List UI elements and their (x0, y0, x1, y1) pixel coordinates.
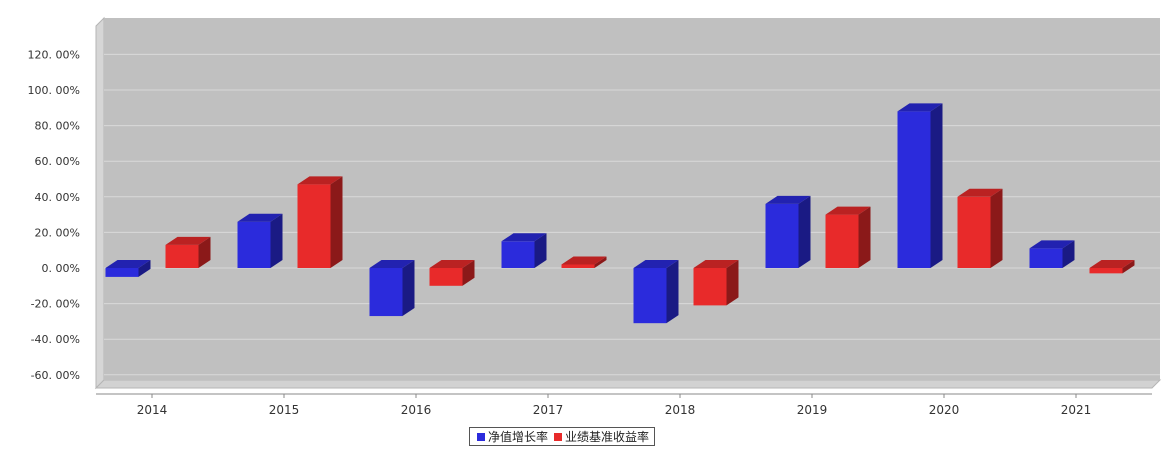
legend-swatch-1 (554, 432, 563, 441)
x-tick-label: 2016 (401, 403, 432, 417)
y-tick-label: 80. 00% (35, 120, 80, 133)
bar-净值增长率-2017 (501, 233, 547, 268)
legend: 净值增长率 业绩基准收益率 (469, 427, 656, 446)
bar-业绩基准收益率-2018 (693, 260, 739, 306)
y-tick-label: -40. 00% (31, 333, 80, 346)
bar-净值增长率-2015 (237, 213, 283, 268)
bar-业绩基准收益率-2021 (1089, 260, 1135, 274)
bar-净值增长率-2019 (765, 195, 811, 268)
y-tick-label: 100. 00% (28, 84, 80, 97)
bar-业绩基准收益率-2016 (429, 260, 475, 286)
bar-净值增长率-2016 (369, 260, 415, 317)
legend-swatch-0 (477, 432, 485, 441)
legend-label-0: 净值增长率 (488, 430, 549, 444)
x-tick-label: 2019 (797, 403, 828, 417)
bar-业绩基准收益率-2020 (957, 188, 1003, 268)
y-tick-label: -20. 00% (31, 298, 80, 311)
x-tick-label: 2014 (137, 403, 168, 417)
bar-净值增长率-2020 (897, 103, 943, 268)
y-tick-label: 0. 00% (42, 262, 80, 275)
x-tick-label: 2021 (1061, 403, 1092, 417)
bar-净值增长率-2018 (633, 260, 679, 324)
plot-side-wall (95, 16, 105, 390)
x-tick-label: 2015 (269, 403, 300, 417)
bar-净值增长率-2014 (105, 260, 151, 277)
x-tick-label: 2018 (665, 403, 696, 417)
x-tick-label: 2017 (533, 403, 564, 417)
y-tick-label: 120. 00% (28, 48, 80, 61)
y-tick-label: 20. 00% (35, 226, 80, 239)
bar-业绩基准收益率-2014 (165, 236, 211, 268)
plot-floor (94, 379, 1162, 389)
y-tick-label: -60. 00% (31, 369, 80, 382)
y-tick-label: 60. 00% (35, 155, 80, 168)
legend-label-1: 业绩基准收益率 (565, 430, 650, 444)
bar-净值增长率-2021 (1029, 240, 1075, 268)
x-tick-label: 2020 (929, 403, 960, 417)
bar-业绩基准收益率-2015 (297, 176, 343, 268)
bar-业绩基准收益率-2017 (561, 256, 607, 268)
y-tick-label: 40. 00% (35, 191, 80, 204)
bar-业绩基准收益率-2019 (825, 206, 871, 268)
